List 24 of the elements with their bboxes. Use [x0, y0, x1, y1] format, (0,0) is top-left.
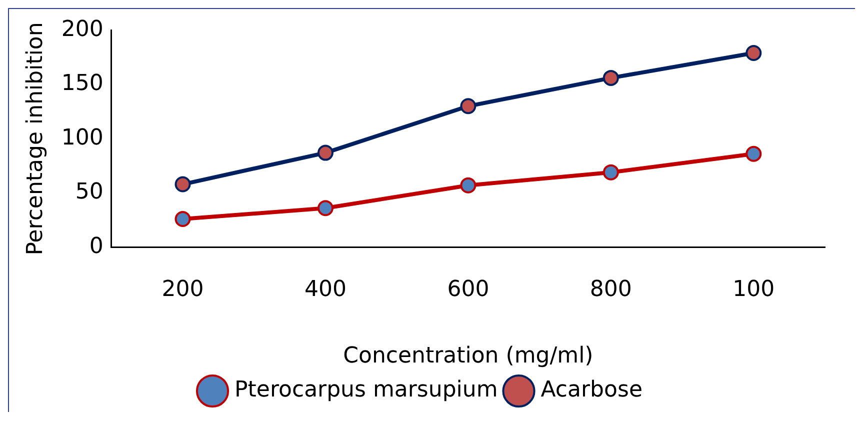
x-tick-label: 400 [304, 277, 346, 302]
point [746, 44, 762, 61]
point [317, 200, 334, 216]
y-tick-label: 0 [89, 234, 104, 259]
x-tick-label: 200 [162, 277, 204, 302]
legend-label: Pterocarpus marsupium [234, 378, 498, 403]
x-tick-label: 100 [732, 277, 775, 302]
y-tick-label: 50 [75, 180, 104, 205]
point [746, 146, 762, 162]
point [174, 176, 191, 192]
y-tick-label: 100 [61, 125, 104, 150]
x-tick-label: 600 [447, 277, 490, 302]
y-tick-label: 150 [61, 71, 104, 96]
point [174, 210, 191, 227]
point [460, 177, 476, 194]
y-tick-label: 200 [61, 16, 104, 42]
x-axis-title: Concentration (mg/ml) [343, 344, 594, 369]
point [602, 164, 619, 180]
legend-label: Acarbose [540, 378, 642, 403]
point [317, 144, 334, 161]
y-axis-title: Percentage inhibition [22, 22, 48, 256]
point [602, 70, 619, 86]
point [460, 98, 476, 114]
x-tick-label: 800 [590, 277, 632, 302]
